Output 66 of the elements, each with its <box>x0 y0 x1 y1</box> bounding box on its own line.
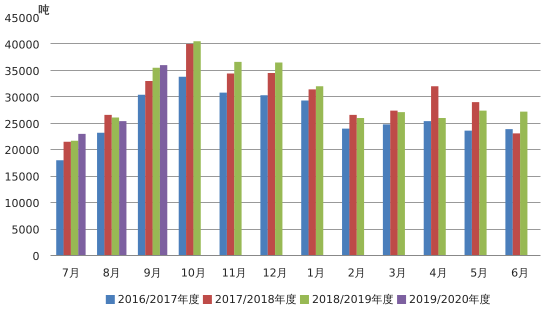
bar <box>342 128 350 256</box>
bar <box>398 112 405 256</box>
bar <box>193 41 201 256</box>
legend-label: 2017/2018年度 <box>214 293 297 306</box>
x-tick-label: 1月 <box>306 266 325 280</box>
x-tick-label: 3月 <box>388 266 407 280</box>
x-tick-label: 10月 <box>180 266 206 280</box>
bar <box>268 73 276 256</box>
bar <box>464 130 472 256</box>
bar <box>356 118 364 256</box>
bar <box>438 118 446 256</box>
x-tick-label: 5月 <box>470 266 488 280</box>
bar <box>479 110 487 256</box>
bar <box>472 102 480 256</box>
bar <box>70 140 78 256</box>
bar <box>160 65 168 256</box>
bar <box>505 129 513 256</box>
x-tick-label: 6月 <box>511 266 530 280</box>
x-tick-label: 7月 <box>62 266 80 280</box>
bar <box>178 76 186 256</box>
y-tick-label: 15000 <box>4 170 40 184</box>
y-tick-label: 5000 <box>12 224 40 237</box>
y-tick-label: 0 <box>32 250 40 263</box>
x-tick-label: 12月 <box>262 266 288 280</box>
bar <box>520 112 528 256</box>
bar <box>349 114 357 256</box>
y-tick-label: 10000 <box>4 197 40 210</box>
bar <box>424 121 432 256</box>
bar <box>152 68 160 256</box>
bar <box>186 44 194 256</box>
bar <box>56 160 64 256</box>
bar <box>301 100 309 256</box>
bar <box>316 86 324 256</box>
bar <box>390 110 398 256</box>
bar <box>226 74 234 256</box>
bar <box>112 117 120 256</box>
bar <box>220 92 227 256</box>
x-tick-label: 9月 <box>144 266 162 280</box>
bar <box>431 86 438 256</box>
bar <box>234 62 242 256</box>
x-tick-label: 8月 <box>102 266 121 280</box>
x-tick-label: 2月 <box>348 266 366 280</box>
legend-label: 2019/2020年度 <box>409 293 491 306</box>
x-tick-label: 4月 <box>429 266 448 280</box>
bar <box>104 114 112 256</box>
y-tick-label: 20000 <box>4 144 40 158</box>
x-tick-label: 11月 <box>222 266 247 280</box>
bar <box>138 94 146 256</box>
legend-label: 2016/2017年度 <box>118 293 200 306</box>
bar <box>260 95 268 256</box>
bar <box>382 124 390 256</box>
y-tick-label: 40000 <box>4 38 40 52</box>
y-tick-label: 30000 <box>4 91 40 104</box>
bar <box>119 121 126 256</box>
legend-label: 2018/2019年度 <box>312 293 394 306</box>
bar <box>78 134 86 256</box>
bar <box>275 62 282 256</box>
bar <box>308 89 316 256</box>
y-tick-label: 45000 <box>4 12 40 25</box>
bar <box>512 133 520 256</box>
bar <box>97 132 104 256</box>
y-tick-label: 35000 <box>4 64 40 78</box>
y-tick-label: 25000 <box>4 118 40 131</box>
bar <box>145 80 153 256</box>
y-axis-title: 吨 <box>38 4 50 16</box>
bar <box>64 142 71 256</box>
